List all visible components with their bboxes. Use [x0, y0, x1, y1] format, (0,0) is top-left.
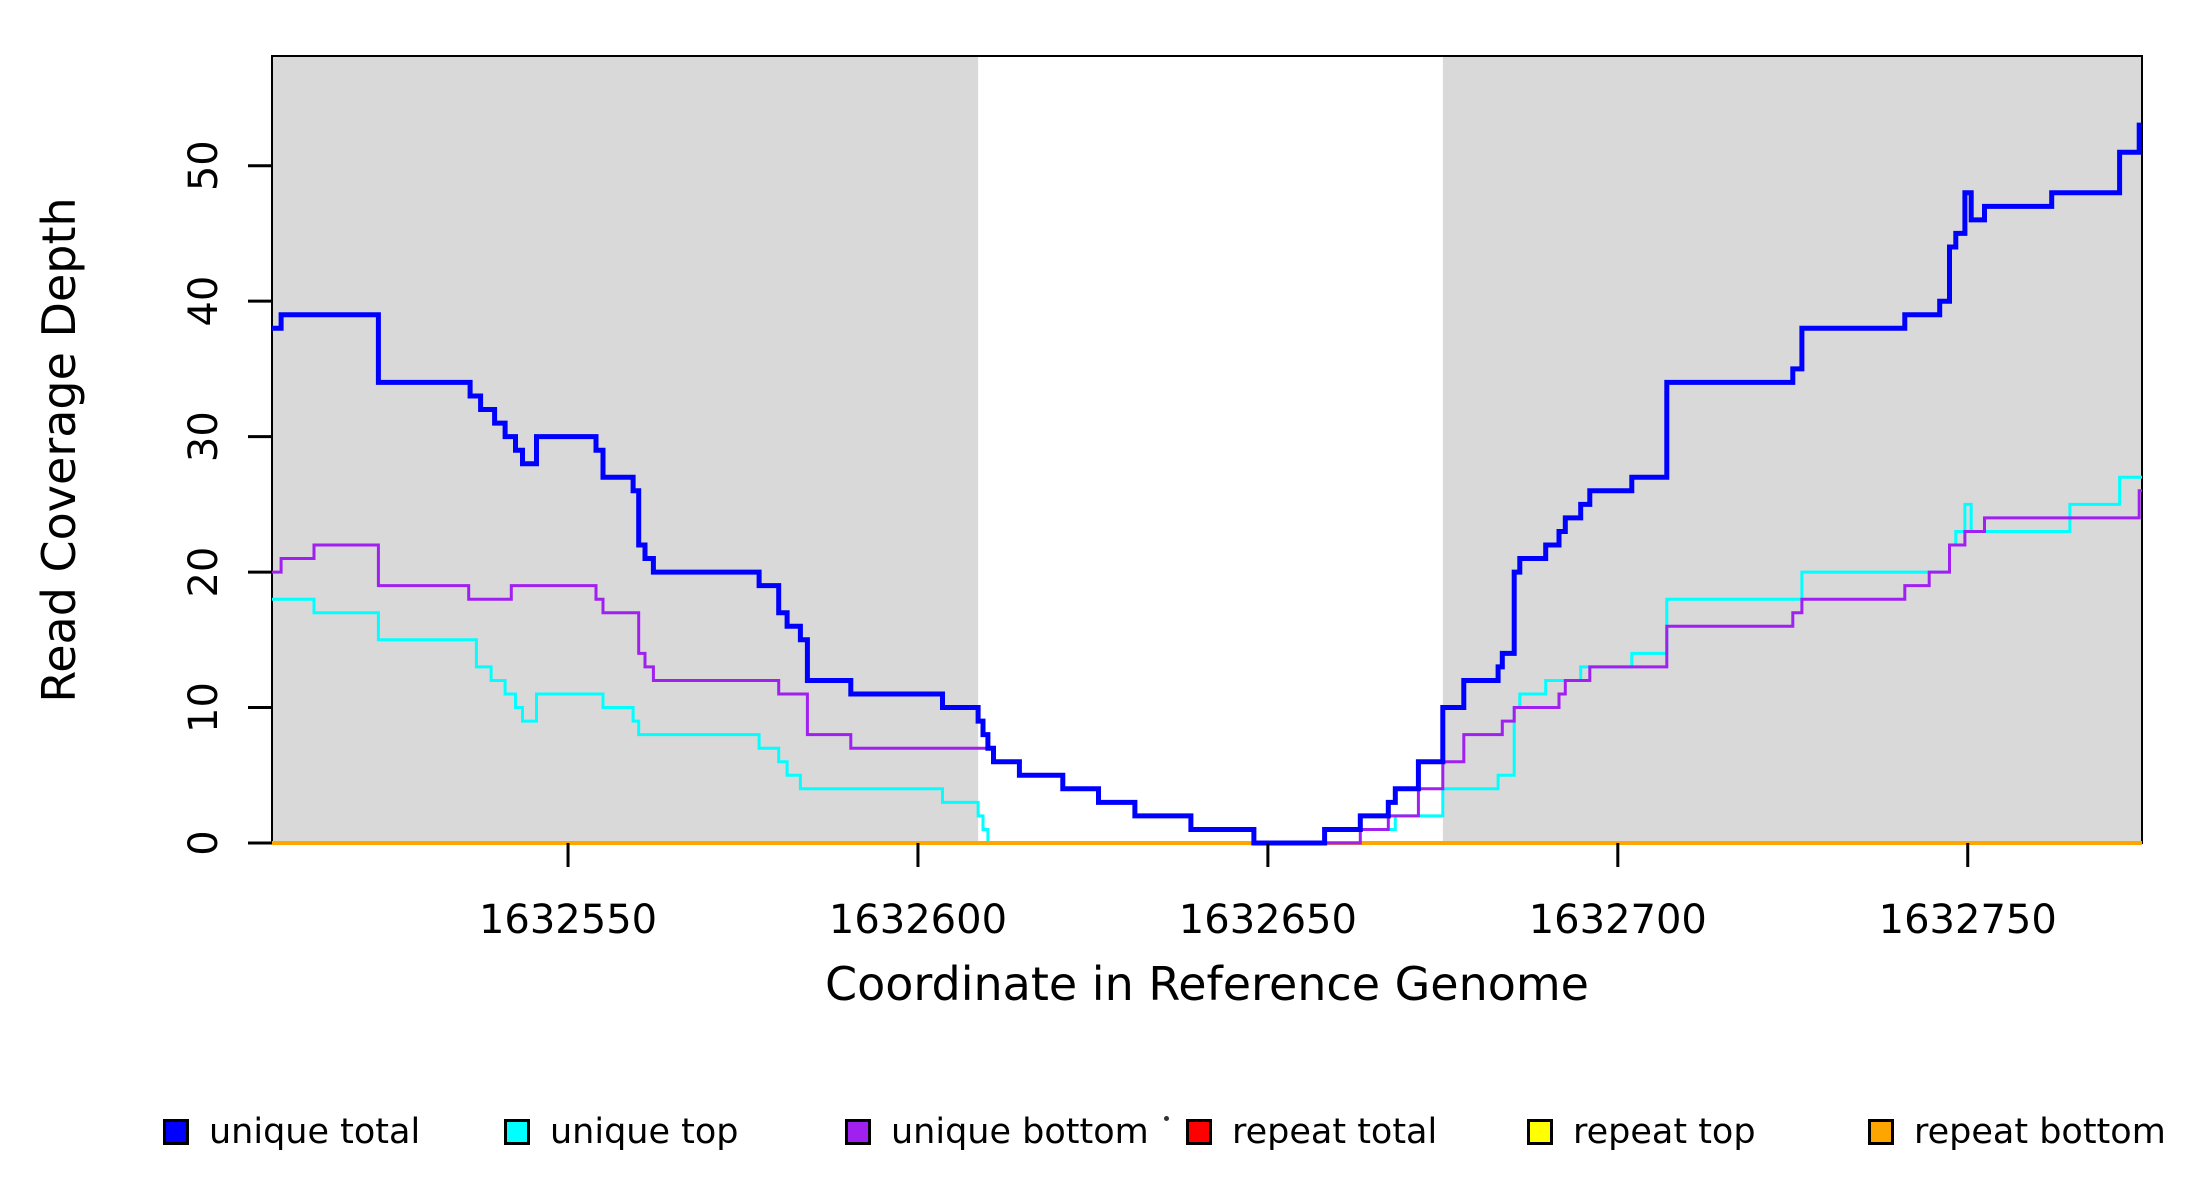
legend-item-repeat-top: repeat top	[1527, 1112, 1756, 1152]
legend-swatch-unique-total	[163, 1119, 189, 1145]
x-axis-title: Coordinate in Reference Genome	[825, 957, 1589, 1011]
left-gray-region	[272, 56, 979, 843]
y-tick-label: 20	[181, 547, 227, 598]
x-tick-label: 1632700	[1529, 897, 1707, 943]
y-tick-label: 40	[181, 276, 227, 327]
legend-label: repeat top	[1573, 1112, 1756, 1152]
y-tick-label: 30	[181, 411, 227, 462]
series-line-unique-top	[272, 475, 2142, 845]
legend-item-unique-bottom: unique bottom	[845, 1112, 1149, 1152]
legend-swatch-unique-top	[504, 1119, 530, 1145]
legend-item-unique-total: unique total	[163, 1112, 420, 1152]
x-tick-label: 1632600	[829, 897, 1007, 943]
x-tick-label: 1632750	[1879, 897, 2057, 943]
legend: unique total unique top unique bottom repea…	[0, 1112, 2200, 1162]
legend-swatch-unique-bottom	[845, 1119, 871, 1145]
legend-item-unique-top: unique top	[504, 1112, 739, 1152]
right-gray-region	[1442, 56, 2142, 843]
legend-label: unique top	[550, 1112, 739, 1152]
legend-label: repeat bottom	[1914, 1112, 2166, 1152]
legend-label: repeat total	[1232, 1112, 1438, 1152]
series-line-unique-total	[272, 122, 2142, 846]
legend-swatch-repeat-bottom	[1868, 1119, 1894, 1145]
stray-dot	[1164, 1116, 1169, 1121]
series-lines	[272, 122, 2142, 846]
legend-label: unique total	[209, 1112, 421, 1152]
y-tick-label: 0	[181, 830, 227, 855]
legend-swatch-repeat-total	[1186, 1119, 1212, 1145]
x-tick-label: 1632650	[1179, 897, 1357, 943]
y-tick-label: 50	[181, 140, 227, 191]
legend-item-repeat-total: repeat total	[1186, 1112, 1437, 1152]
y-tick-label: 10	[181, 682, 227, 733]
shaded-regions	[272, 56, 2142, 843]
x-tick-label: 1632550	[479, 897, 657, 943]
axes: 1632550 1632600 1632650 1632700 1632750 0 10 20…	[181, 140, 2057, 943]
legend-item-repeat-bottom: repeat bottom	[1868, 1112, 2166, 1152]
legend-label: unique bottom	[891, 1112, 1149, 1152]
y-axis-title: Read Coverage Depth	[32, 197, 86, 702]
legend-swatch-repeat-top	[1527, 1119, 1553, 1145]
